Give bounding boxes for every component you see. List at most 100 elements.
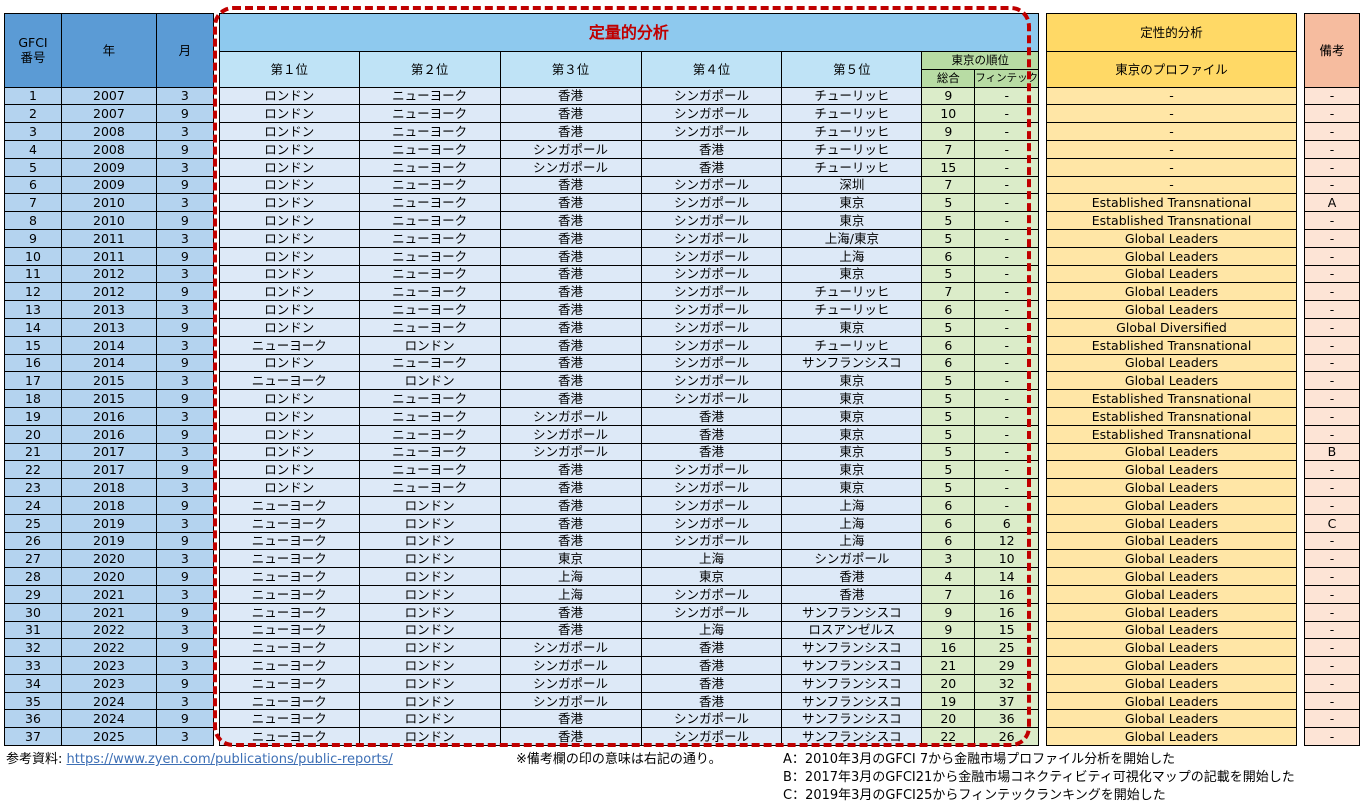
rank-5-cell: チューリッヒ xyxy=(781,282,923,302)
gfci-number-cell: 7 xyxy=(4,193,62,213)
rank-4-cell: シンガポール xyxy=(640,709,783,729)
rank-2-cell: ニューヨーク xyxy=(358,424,501,444)
rank-5-cell: 東京 xyxy=(781,406,923,426)
year-header: 年 xyxy=(60,13,157,88)
rank-5-cell: 上海 xyxy=(781,495,923,515)
tokyo-profile-cell: Global Leaders xyxy=(1046,638,1297,658)
overall-rank-cell: 7 xyxy=(921,139,976,159)
fintech-rank-cell: 10 xyxy=(974,549,1040,569)
rank-5-cell: 東京 xyxy=(781,264,923,284)
fintech-rank-cell: 32 xyxy=(974,673,1040,693)
rank-3-cell: 香港 xyxy=(499,282,642,302)
rank-2-cell: ニューヨーク xyxy=(358,478,501,497)
overall-rank-cell: 5 xyxy=(921,442,976,462)
rank-4-cell: シンガポール xyxy=(640,264,783,284)
rank-1-cell: ロンドン xyxy=(218,104,360,124)
rank-1-cell: ニューヨーク xyxy=(218,513,360,533)
month-cell: 9 xyxy=(155,424,214,444)
overall-rank-cell: 15 xyxy=(921,157,976,177)
gfci-number-cell: 9 xyxy=(4,228,62,248)
rank-4-cell: シンガポール xyxy=(640,86,783,106)
rank-3-cell: 香港 xyxy=(499,513,642,533)
overall-rank-cell: 7 xyxy=(921,282,976,302)
table-row: 9 2011 3 ロンドン ニューヨーク 香港 シンガポール 上海/東京 5- Global Le… xyxy=(4,228,1360,248)
fintech-rank-cell: 37 xyxy=(974,691,1040,711)
gfci-number-cell: 33 xyxy=(4,656,62,675)
fintech-rank-cell: - xyxy=(974,495,1040,515)
tokyo-profile-cell: - xyxy=(1046,122,1297,141)
remarks-cell: - xyxy=(1303,157,1360,177)
year-cell: 2007 xyxy=(60,86,157,106)
table-row: 8 2010 9 ロンドン ニューヨーク 香港 シンガポール 東京 5- Established … xyxy=(4,211,1360,230)
rank-2-cell: ロンドン xyxy=(358,673,501,693)
rank-5-cell: 東京 xyxy=(781,211,923,230)
remarks-cell: - xyxy=(1303,584,1360,604)
rank-5-cell: サンフランシスコ xyxy=(781,638,923,658)
tokyo-profile-cell: Global Leaders xyxy=(1046,460,1297,480)
month-cell: 3 xyxy=(155,335,214,355)
tokyo-profile-cell: Global Leaders xyxy=(1046,531,1297,551)
fintech-rank-cell: - xyxy=(974,478,1040,497)
overall-rank-cell: 20 xyxy=(921,709,976,729)
reference-link[interactable]: https://www.zyen.com/publications/public… xyxy=(66,752,393,767)
tokyo-profile-cell: Established Transnational xyxy=(1046,193,1297,213)
year-cell: 2014 xyxy=(60,335,157,355)
rank-1-cell: ロンドン xyxy=(218,175,360,195)
tokyo-profile-cell: Global Leaders xyxy=(1046,691,1297,711)
rank-5-cell: 東京 xyxy=(781,460,923,480)
remarks-cell: - xyxy=(1303,638,1360,658)
rank-1-cell: ニューヨーク xyxy=(218,584,360,604)
rank-5-header: 第５位 xyxy=(781,51,923,88)
fintech-rank-cell: - xyxy=(974,139,1040,159)
year-cell: 2014 xyxy=(60,353,157,373)
year-cell: 2016 xyxy=(60,406,157,426)
year-cell: 2012 xyxy=(60,264,157,284)
remarks-cell: - xyxy=(1303,691,1360,711)
overall-rank-cell: 5 xyxy=(921,193,976,213)
year-cell: 2021 xyxy=(60,584,157,604)
table-row: 14 2013 9 ロンドン ニューヨーク 香港 シンガポール 東京 5- Global Dive… xyxy=(4,317,1360,337)
rank-4-cell: 香港 xyxy=(640,424,783,444)
rank-3-cell: 香港 xyxy=(499,460,642,480)
rank-2-cell: ニューヨーク xyxy=(358,175,501,195)
month-cell: 3 xyxy=(155,193,214,213)
rank-3-cell: シンガポール xyxy=(499,139,642,159)
year-cell: 2010 xyxy=(60,193,157,213)
year-cell: 2022 xyxy=(60,638,157,658)
month-cell: 9 xyxy=(155,673,214,693)
year-cell: 2013 xyxy=(60,300,157,319)
rank-4-cell: 香港 xyxy=(640,656,783,675)
table-row: 35 2024 3 ニューヨーク ロンドン シンガポール 香港 サンフランシスコ 19 37 Glo… xyxy=(4,691,1360,711)
rank-1-cell: ロンドン xyxy=(218,460,360,480)
remarks-header: 備考 xyxy=(1303,13,1360,88)
year-cell: 2019 xyxy=(60,531,157,551)
rank-4-cell: シンガポール xyxy=(640,371,783,391)
year-cell: 2019 xyxy=(60,513,157,533)
rank-2-cell: ニューヨーク xyxy=(358,193,501,213)
gfci-number-cell: 28 xyxy=(4,567,62,586)
overall-rank-cell: 6 xyxy=(921,495,976,515)
month-cell: 3 xyxy=(155,157,214,177)
tokyo-profile-cell: Global Leaders xyxy=(1046,246,1297,266)
rank-3-cell: シンガポール xyxy=(499,638,642,658)
reference-source: 参考資料: https://www.zyen.com/publications/… xyxy=(6,751,393,768)
remarks-cell: - xyxy=(1303,353,1360,373)
fintech-rank-cell: - xyxy=(974,175,1040,195)
rank-2-cell: ニューヨーク xyxy=(358,122,501,141)
overall-rank-cell: 5 xyxy=(921,317,976,337)
table-row: 11 2012 3 ロンドン ニューヨーク 香港 シンガポール 東京 5- Global Lead… xyxy=(4,264,1360,284)
rank-4-cell: 香港 xyxy=(640,673,783,693)
month-cell: 9 xyxy=(155,709,214,729)
rank-3-cell: 香港 xyxy=(499,335,642,355)
rank-1-cell: ニューヨーク xyxy=(218,673,360,693)
tokyo-profile-cell: Global Leaders xyxy=(1046,549,1297,569)
rank-1-cell: ニューヨーク xyxy=(218,709,360,729)
rank-3-cell: シンガポール xyxy=(499,424,642,444)
overall-rank-cell: 5 xyxy=(921,211,976,230)
overall-rank-cell: 5 xyxy=(921,406,976,426)
remarks-cell: - xyxy=(1303,549,1360,569)
rank-2-cell: ニューヨーク xyxy=(358,442,501,462)
rank-1-cell: ロンドン xyxy=(218,424,360,444)
rank-1-cell: ニューヨーク xyxy=(218,602,360,622)
rank-2-cell: ニューヨーク xyxy=(358,317,501,337)
